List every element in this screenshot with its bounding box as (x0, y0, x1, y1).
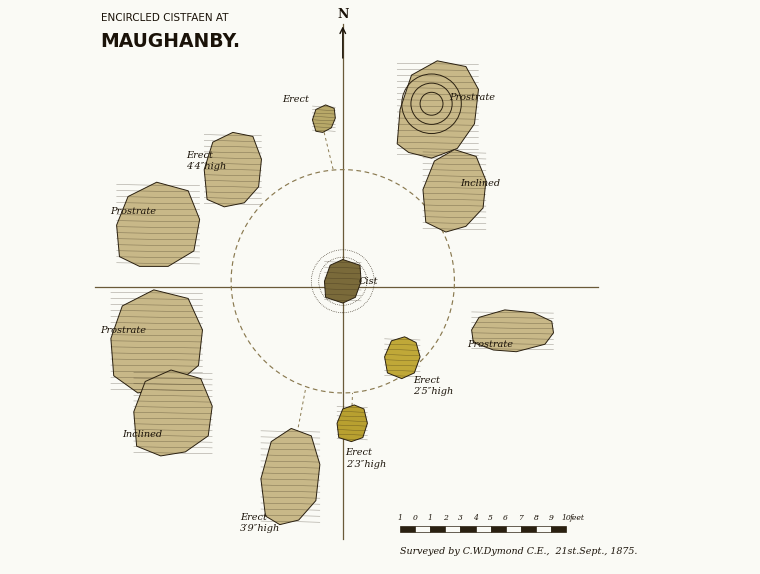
Text: 9: 9 (549, 514, 553, 522)
Text: 5: 5 (488, 514, 493, 522)
Text: 8: 8 (534, 514, 538, 522)
Text: 0: 0 (413, 514, 417, 522)
Bar (430, 526, 445, 532)
Text: 1: 1 (397, 514, 403, 522)
Text: Prostrate: Prostrate (448, 94, 495, 102)
Text: 10: 10 (561, 514, 571, 522)
Text: N: N (337, 7, 349, 21)
Bar (415, 526, 430, 532)
Polygon shape (325, 259, 361, 303)
Text: 4: 4 (473, 514, 478, 522)
Bar (521, 526, 536, 532)
Bar (461, 526, 476, 532)
Text: Cist: Cist (358, 277, 378, 286)
Text: Erect
2′3″high: Erect 2′3″high (346, 448, 386, 468)
Bar (400, 526, 415, 532)
Text: Prostrate: Prostrate (467, 340, 513, 348)
Polygon shape (397, 61, 479, 158)
Text: 1: 1 (428, 514, 432, 522)
Polygon shape (111, 290, 202, 393)
Text: Erect: Erect (283, 95, 309, 104)
Polygon shape (312, 105, 335, 133)
Text: 6: 6 (503, 514, 508, 522)
Bar (536, 526, 551, 532)
Polygon shape (204, 133, 261, 207)
Bar (551, 526, 566, 532)
Text: Surveyed by C.W.Dymond C.E.,  21st.Sept., 1875.: Surveyed by C.W.Dymond C.E., 21st.Sept.,… (400, 547, 638, 556)
Polygon shape (261, 428, 320, 525)
Text: 2: 2 (443, 514, 448, 522)
Bar (491, 526, 505, 532)
Polygon shape (385, 337, 420, 379)
Text: 7: 7 (518, 514, 523, 522)
Polygon shape (423, 150, 486, 232)
Text: ENCIRCLED CISTFAEN AT: ENCIRCLED CISTFAEN AT (100, 13, 228, 24)
Bar (505, 526, 521, 532)
Text: Inclined: Inclined (460, 179, 500, 188)
Polygon shape (337, 405, 367, 441)
Bar (476, 526, 491, 532)
Text: Prostrate: Prostrate (109, 207, 156, 216)
Text: MAUGHANBY.: MAUGHANBY. (100, 32, 241, 51)
Polygon shape (472, 310, 553, 352)
Text: Erect
2′5″high: Erect 2′5″high (413, 376, 454, 396)
Text: 3: 3 (458, 514, 463, 522)
Text: Prostrate: Prostrate (100, 326, 147, 335)
Text: feet: feet (569, 514, 584, 522)
Bar (445, 526, 461, 532)
Polygon shape (134, 370, 212, 456)
Polygon shape (116, 182, 200, 266)
Text: Inclined: Inclined (122, 430, 163, 439)
Text: Erect
3′9″high: Erect 3′9″high (239, 513, 280, 533)
Text: Erect
4′4″high: Erect 4′4″high (186, 151, 226, 171)
